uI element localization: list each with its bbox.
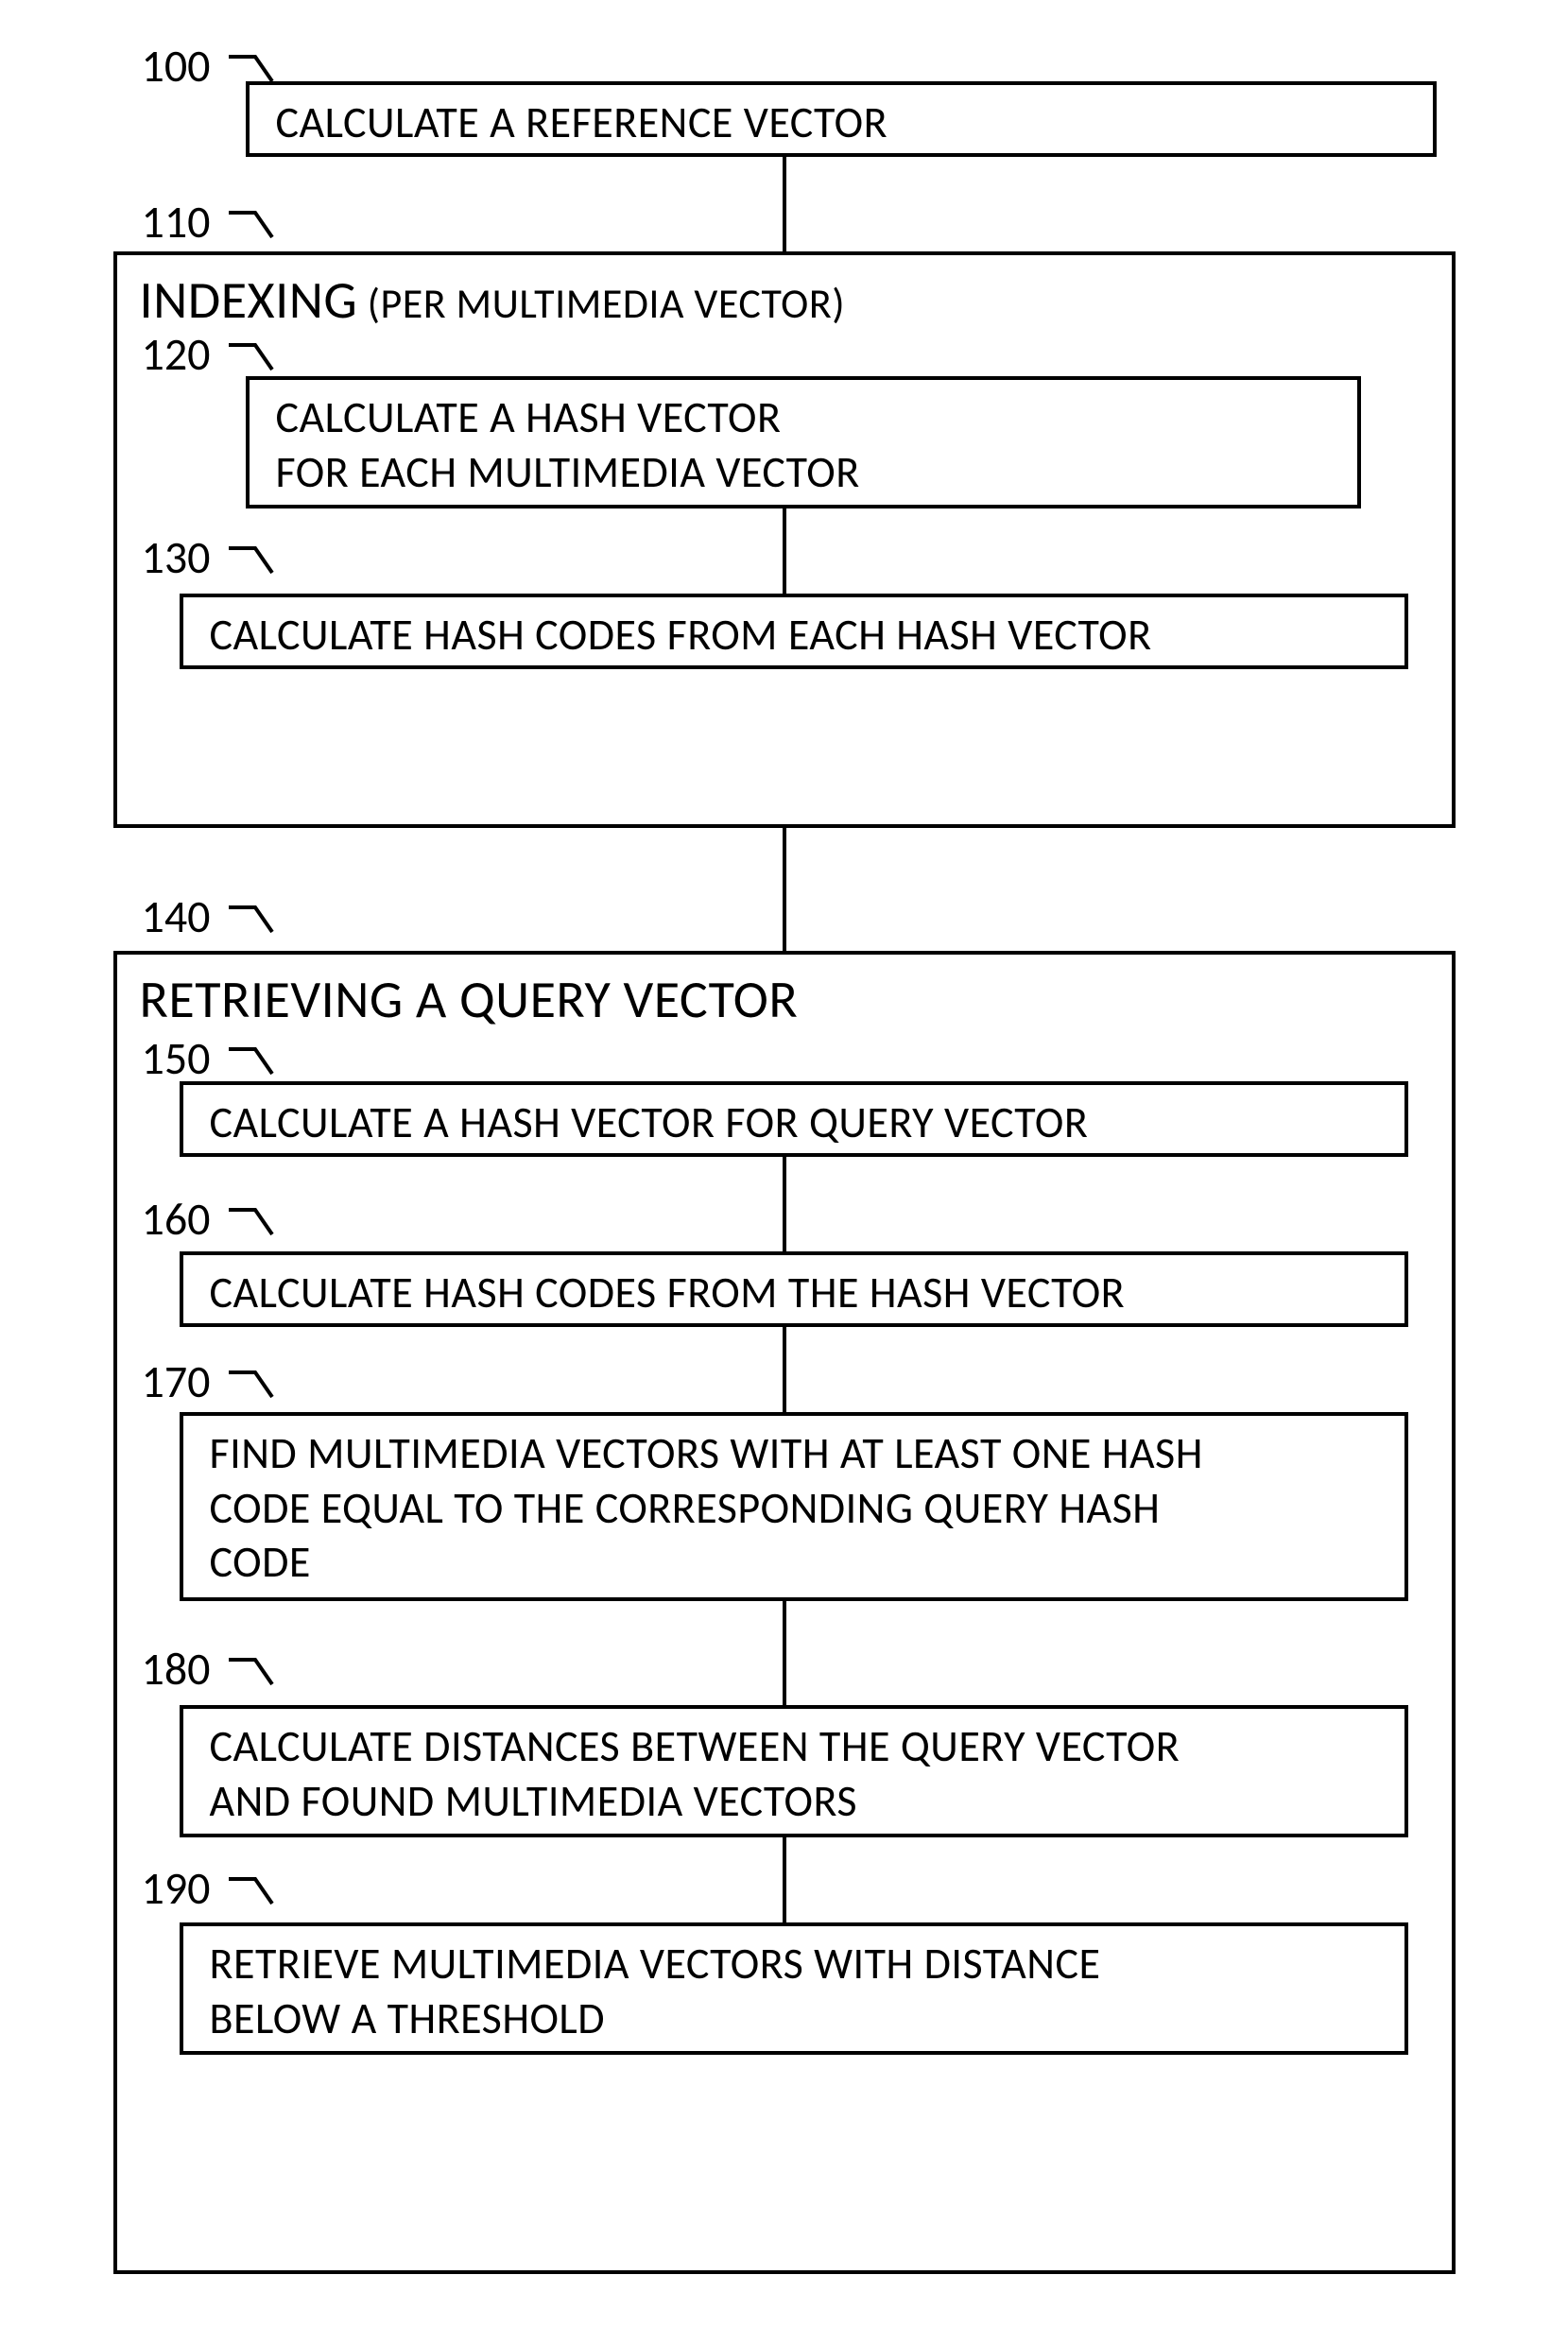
ref-label-180: 180	[142, 1641, 211, 1697]
ref-label-100: 100	[142, 38, 211, 94]
ref-label-190: 190	[142, 1860, 211, 1916]
step-150-box: CALCULATE A HASH VECTOR FOR QUERY VECTOR	[180, 1081, 1408, 1157]
step-190-text-l1: RETRIEVE MULTIMEDIA VECTORS WITH DISTANC…	[210, 1938, 1378, 1992]
connector-100-110	[783, 157, 786, 251]
tick-140	[227, 905, 274, 934]
indexing-sub: (PER MULTIMEDIA VECTOR)	[357, 278, 845, 329]
ref-label-170: 170	[142, 1353, 211, 1409]
step-100-text: CALCULATE A REFERENCE VECTOR	[276, 96, 1406, 151]
connector-170-180	[783, 1601, 786, 1705]
tick-180	[227, 1658, 274, 1686]
step-180-box: CALCULATE DISTANCES BETWEEN THE QUERY VE…	[180, 1705, 1408, 1837]
step-170-box: FIND MULTIMEDIA VECTORS WITH AT LEAST ON…	[180, 1412, 1408, 1601]
tick-120	[227, 343, 274, 371]
step-160-box: CALCULATE HASH CODES FROM THE HASH VECTO…	[180, 1251, 1408, 1327]
indexing-title-row: INDEXING (PER MULTIMEDIA VECTOR)	[140, 268, 1429, 333]
tick-170	[227, 1370, 274, 1399]
ref-label-130: 130	[142, 529, 211, 585]
step-100-box: CALCULATE A REFERENCE VECTOR	[246, 81, 1437, 157]
step-120-text-l1: CALCULATE A HASH VECTOR	[276, 391, 1331, 446]
step-190-text-l2: BELOW A THRESHOLD	[210, 1992, 1378, 2047]
tick-100	[227, 55, 274, 83]
connector-120-130	[783, 508, 786, 594]
tick-160	[227, 1208, 274, 1236]
ref-label-110: 110	[142, 194, 211, 250]
step-180-text-l2: AND FOUND MULTIMEDIA VECTORS	[210, 1775, 1378, 1830]
connector-160-170	[783, 1327, 786, 1412]
tick-190	[227, 1877, 274, 1905]
step-180-text-l1: CALCULATE DISTANCES BETWEEN THE QUERY VE…	[210, 1720, 1378, 1775]
ref-label-160: 160	[142, 1191, 211, 1247]
connector-180-190	[783, 1837, 786, 1922]
step-120-box: CALCULATE A HASH VECTOR FOR EACH MULTIME…	[246, 376, 1361, 508]
tick-150	[227, 1047, 274, 1076]
step-130-text: CALCULATE HASH CODES FROM EACH HASH VECT…	[210, 609, 1378, 664]
step-170-text-l1: FIND MULTIMEDIA VECTORS WITH AT LEAST ON…	[210, 1427, 1378, 1482]
step-120-text-l2: FOR EACH MULTIMEDIA VECTOR	[276, 446, 1331, 501]
indexing-title: INDEXING	[140, 268, 358, 333]
step-160-text: CALCULATE HASH CODES FROM THE HASH VECTO…	[210, 1267, 1378, 1321]
connector-150-160	[783, 1157, 786, 1251]
tick-130	[227, 546, 274, 575]
step-170-text-l3: CODE	[210, 1536, 1378, 1591]
ref-label-150: 150	[142, 1030, 211, 1086]
step-170-text-l2: CODE EQUAL TO THE CORRESPONDING QUERY HA…	[210, 1482, 1378, 1537]
flowchart-diagram: 100 CALCULATE A REFERENCE VECTOR 110 IND…	[76, 38, 1493, 2306]
ref-label-120: 120	[142, 326, 211, 382]
ref-label-140: 140	[142, 888, 211, 944]
tick-110	[227, 211, 274, 239]
step-150-text: CALCULATE A HASH VECTOR FOR QUERY VECTOR	[210, 1096, 1378, 1151]
retrieving-title: RETRIEVING A QUERY VECTOR	[140, 968, 1429, 1032]
connector-indexing-retrieving	[783, 828, 786, 951]
step-130-box: CALCULATE HASH CODES FROM EACH HASH VECT…	[180, 594, 1408, 669]
step-190-box: RETRIEVE MULTIMEDIA VECTORS WITH DISTANC…	[180, 1922, 1408, 2055]
